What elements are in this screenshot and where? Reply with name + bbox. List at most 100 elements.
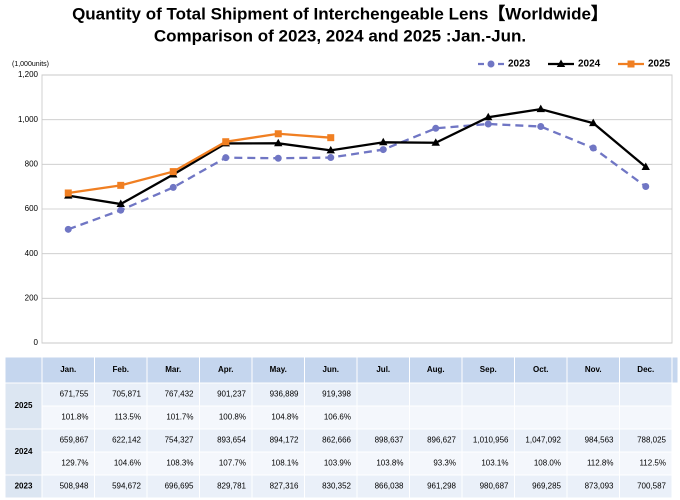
table-value: 696,695 — [165, 482, 194, 491]
y-tick-label: 1,000 — [18, 115, 39, 124]
table-value: 788,025 — [637, 436, 666, 445]
table-value: 508,948 — [60, 482, 89, 491]
row-label: 2024 — [15, 447, 33, 456]
legend-label: 2023 — [508, 59, 531, 70]
marker — [274, 138, 283, 147]
table-cell — [514, 405, 568, 430]
marker — [326, 145, 335, 154]
header-label: Oct. — [533, 365, 549, 374]
marker — [64, 225, 72, 233]
table-value: 984,563 — [585, 436, 614, 445]
chart-title: Quantity of Total Shipment of Intercheng… — [72, 3, 608, 23]
table-value: 594,672 — [112, 482, 141, 491]
marker — [327, 134, 335, 142]
table-value: 103.8% — [376, 459, 403, 468]
header-cell — [251, 356, 305, 384]
header-label: Jul. — [376, 365, 390, 374]
table-value: 862,666 — [322, 436, 351, 445]
table-value: 980,687 — [480, 482, 509, 491]
header-cell — [41, 356, 95, 384]
row-label: 2023 — [15, 482, 33, 491]
row-label-cell — [4, 428, 43, 476]
header-label: May. — [270, 365, 287, 374]
y-tick-label: 1,200 — [18, 70, 39, 79]
legend-label: 2025 — [648, 59, 671, 70]
table-cell — [514, 382, 568, 407]
table-cell — [461, 382, 515, 407]
series-line — [68, 107, 647, 206]
table-cell — [356, 382, 410, 407]
table-value: 893,654 — [217, 436, 246, 445]
y-tick-label: 0 — [34, 338, 39, 347]
table-value: 103.9% — [324, 459, 351, 468]
table-value: 919,398 — [322, 390, 351, 399]
marker — [431, 138, 440, 146]
table-value: 622,142 — [112, 436, 141, 445]
header-label: Jun. — [323, 365, 339, 374]
table-value: 898,637 — [375, 436, 404, 445]
legend-marker — [627, 60, 635, 68]
marker — [117, 206, 125, 214]
table-value: 767,432 — [165, 390, 194, 399]
table-value: 1,047,092 — [525, 436, 561, 445]
marker — [642, 183, 650, 191]
y-tick-label: 600 — [25, 204, 39, 213]
marker — [117, 181, 125, 189]
table-value: 104.8% — [271, 413, 298, 422]
header-cell — [409, 356, 463, 384]
marker — [169, 183, 177, 191]
table-cell — [619, 474, 673, 499]
table-value: 659,867 — [60, 436, 89, 445]
y-tick-label: 800 — [25, 159, 39, 168]
table-value: 936,889 — [270, 390, 299, 399]
table-value: 107.7% — [219, 459, 246, 468]
marker — [64, 189, 72, 197]
header-label: Jan. — [60, 365, 76, 374]
table-value: 113.5% — [114, 413, 141, 422]
table-cell — [566, 405, 620, 430]
legend-marker — [487, 60, 495, 68]
table-value: 901,237 — [217, 390, 246, 399]
table-value: 100.8% — [219, 413, 246, 422]
marker — [222, 138, 230, 146]
legend-label: 2024 — [578, 59, 601, 70]
header-label: Aug. — [427, 365, 445, 374]
table-value: 101.7% — [166, 413, 193, 422]
marker — [589, 144, 597, 152]
table-value: 108.0% — [534, 459, 561, 468]
y-tick-label: 200 — [25, 293, 39, 302]
table-value: 103.1% — [481, 459, 508, 468]
marker — [537, 123, 545, 131]
table-cell — [566, 382, 620, 407]
table-value: 961,298 — [427, 482, 456, 491]
header-label: Apr. — [218, 365, 234, 374]
chart-subtitle: Comparison of 2023, 2024 and 2025 :Jan.-… — [154, 26, 526, 45]
marker — [484, 112, 493, 121]
table-cell — [461, 405, 515, 430]
marker — [379, 146, 387, 154]
table-value: 104.6% — [114, 459, 141, 468]
marker — [116, 199, 125, 208]
marker — [274, 130, 282, 138]
marker — [432, 124, 440, 132]
table-value: 969,285 — [532, 482, 561, 491]
header-label: Dec. — [637, 365, 654, 374]
y-tick-label: 400 — [25, 249, 39, 258]
table-cell — [619, 382, 673, 407]
table-value: 1,010,956 — [473, 436, 509, 445]
series-line — [67, 122, 647, 231]
y-axis-label: (1,000units) — [12, 61, 49, 68]
table-value: 829,781 — [217, 482, 246, 491]
marker — [484, 120, 492, 128]
marker — [536, 104, 545, 113]
table-value: 896,627 — [427, 436, 456, 445]
table-cell — [409, 405, 463, 430]
marker — [274, 154, 282, 162]
table-value: 112.5% — [639, 459, 666, 468]
table-value: 830,352 — [322, 482, 351, 491]
header-label: Sep. — [480, 365, 497, 374]
table-value: 827,316 — [270, 482, 299, 491]
marker — [379, 137, 388, 146]
marker — [589, 118, 598, 127]
